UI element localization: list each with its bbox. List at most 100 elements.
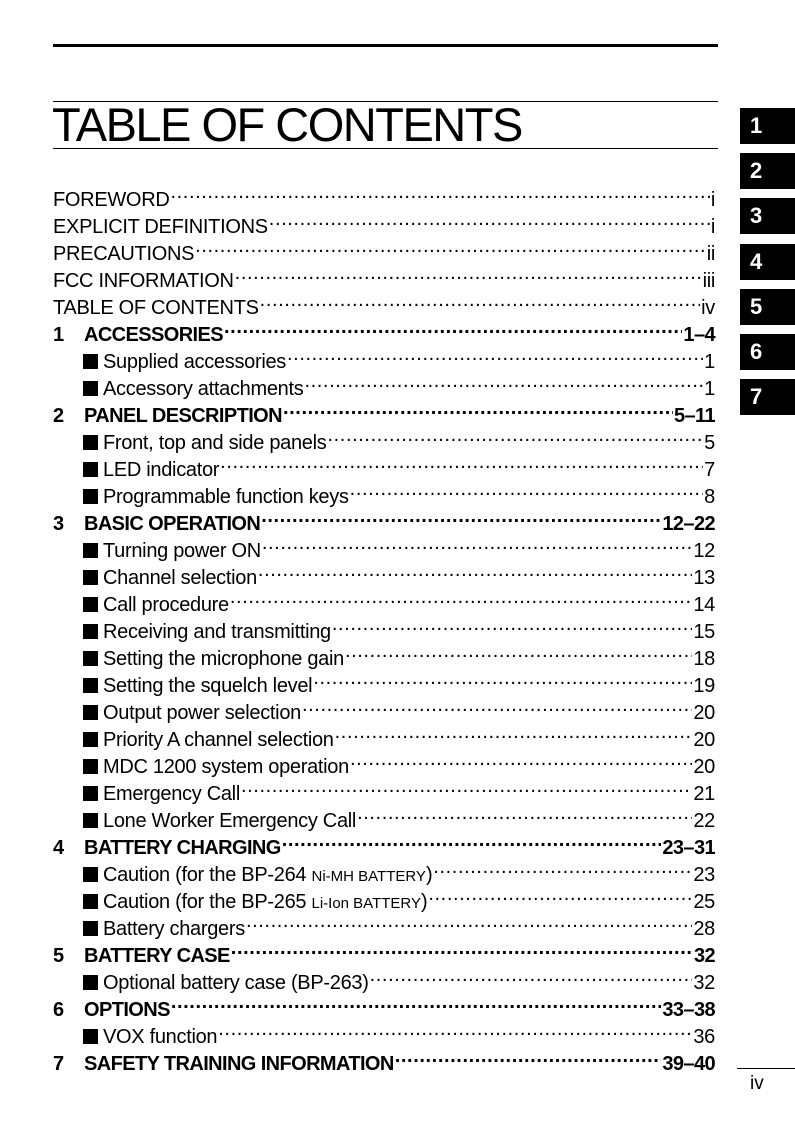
section-title: Receiving and transmitting (103, 619, 331, 646)
toc-chapter[interactable]: 5 BATTERY CASE 32 (53, 935, 716, 967)
toc-entry[interactable]: FCC INFORMATION iii (53, 260, 715, 292)
chapter-title: SAFETY TRAINING INFORMATION (84, 1053, 394, 1075)
title-rule-bottom (53, 148, 718, 149)
chapter-tab-6[interactable]: 6 (740, 334, 795, 370)
toc-entry[interactable]: FOREWORD i (53, 179, 715, 211)
square-bullet-icon (83, 1029, 98, 1044)
chapter-tab-3[interactable]: 3 (740, 198, 795, 235)
toc-chapter[interactable]: 6OPTIONS33–38 (53, 989, 716, 1021)
entry-page: 7 (704, 459, 715, 481)
entry-page: 14 (693, 594, 715, 616)
entry-page: iv (701, 297, 715, 319)
toc-section[interactable]: Receiving and transmitting 15 (53, 611, 715, 643)
section-title-text: Setting the microphone gain (103, 648, 344, 670)
dot-leader (171, 989, 662, 1016)
chapter-number: 1 (53, 324, 64, 346)
dot-leader (246, 908, 692, 935)
toc-chapter[interactable]: 7 SAFETY TRAINING INFORMATION 39–40 (53, 1043, 716, 1075)
dot-leader (230, 584, 692, 611)
chapter-number: 5 (53, 945, 64, 967)
square-bullet-icon (83, 570, 98, 585)
toc-chapter[interactable]: 1ACCESSORIES1–4 (53, 314, 716, 346)
dot-leader (345, 638, 692, 665)
square-bullet-icon (83, 543, 98, 558)
toc-entry[interactable]: EXPLICIT DEFINITIONSi (53, 206, 715, 238)
section-title-text: Priority A channel selection (103, 729, 334, 751)
entry-page: 32 (693, 945, 716, 967)
toc-section[interactable]: Optional battery case (BP-263)32 (53, 962, 715, 994)
toc-section[interactable]: VOX function 36 (53, 1016, 715, 1048)
toc-section[interactable]: Call procedure 14 (53, 584, 715, 616)
square-bullet-icon (83, 462, 98, 477)
chapter-tab-1[interactable]: 1 (740, 108, 795, 144)
section-title-text: Accessory attachments (103, 378, 304, 400)
chapter-number: 7 (53, 1053, 64, 1075)
toc-section[interactable]: LED indicator 7 (53, 449, 715, 481)
entry-page: iii (702, 270, 716, 292)
toc-section[interactable]: Priority A channel selection 20 (53, 719, 715, 751)
toc-section[interactable]: MDC 1200 system operation20 (53, 746, 715, 778)
square-bullet-icon (83, 732, 98, 747)
toc-section[interactable]: Front, top and side panels5 (53, 422, 715, 454)
entry-page: 8 (704, 486, 715, 508)
toc-section[interactable]: Accessory attachments 1 (53, 368, 715, 400)
chapter-title: BATTERY CASE (84, 945, 230, 967)
square-bullet-icon (83, 354, 98, 369)
dot-leader (195, 233, 706, 260)
section-title-text: Receiving and transmitting (103, 621, 331, 643)
toc-entry[interactable]: PRECAUTIONS ii (53, 233, 715, 265)
dot-leader (218, 1016, 692, 1043)
toc-section[interactable]: Emergency Call 21 (53, 773, 715, 805)
chapter-tab-4[interactable]: 4 (740, 243, 795, 280)
square-bullet-icon (83, 489, 98, 504)
dot-leader (335, 719, 693, 746)
toc-section[interactable]: Programmable function keys8 (53, 476, 715, 508)
toc-section[interactable]: Output power selection 20 (53, 692, 715, 724)
toc-entry[interactable]: TABLE OF CONTENTS iv (53, 287, 715, 319)
square-bullet-icon (83, 435, 98, 450)
section-title-text: Turning power ON (103, 540, 261, 562)
section-title-text: Emergency Call (103, 783, 240, 805)
section-title: Setting the microphone gain (103, 646, 344, 673)
toc-section[interactable]: Lone Worker Emergency Call22 (53, 800, 715, 832)
toc-section[interactable]: Turning power ON 12 (53, 530, 715, 562)
toc-section[interactable]: Setting the microphone gain 18 (53, 638, 715, 670)
entry-page: 28 (693, 918, 715, 940)
chapter-tab-7[interactable]: 7 (740, 379, 795, 416)
section-title-tail: ) (425, 864, 433, 886)
entry-page: i (710, 189, 715, 211)
dot-leader (304, 368, 703, 395)
chapter-number: 3 (53, 513, 64, 535)
dot-leader (302, 692, 692, 719)
chapter-tab-5[interactable]: 5 (740, 288, 795, 325)
dot-leader (260, 287, 700, 314)
toc-section[interactable]: Channel selection13 (53, 557, 715, 589)
entry-title: FOREWORD (53, 189, 170, 211)
chapter-tab-2[interactable]: 2 (740, 153, 795, 190)
toc-section[interactable]: Supplied accessories 1 (53, 341, 715, 373)
toc-section[interactable]: Battery chargers 28 (53, 908, 715, 940)
toc-section[interactable]: Caution (for the BP-264 Ni-MH BATTERY) 23 (53, 854, 715, 886)
entry-page: i (710, 216, 715, 238)
dot-leader (313, 665, 692, 692)
chapter-title: ACCESSORIES (84, 324, 224, 346)
dot-leader (428, 881, 692, 908)
section-title: Emergency Call (103, 781, 240, 808)
entry-page: 18 (693, 648, 715, 670)
section-title-text: Output power selection (103, 702, 301, 724)
section-title-text: VOX function (103, 1026, 218, 1048)
dot-leader (395, 1043, 662, 1070)
entry-page: 32 (693, 972, 715, 994)
dot-leader (258, 557, 692, 584)
page-title: TABLE OF CONTENTS (52, 98, 523, 151)
dot-leader (283, 395, 673, 422)
entry-page: 12 (693, 540, 715, 562)
square-bullet-icon (83, 624, 98, 639)
section-title: Battery chargers (103, 916, 245, 943)
square-bullet-icon (83, 597, 98, 612)
section-title: Caution (for the BP-264 Ni-MH BATTERY) (103, 862, 433, 890)
